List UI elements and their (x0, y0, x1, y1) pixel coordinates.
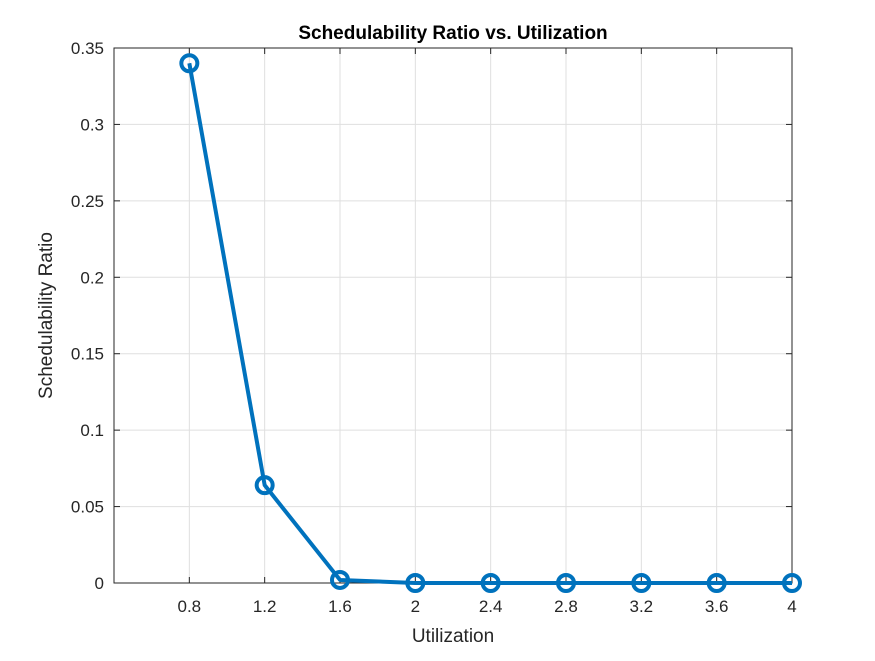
plot-area (113, 47, 793, 584)
data-point (706, 573, 727, 593)
y-tick-label: 0.3 (80, 115, 104, 134)
x-tick-label: 2.4 (479, 597, 503, 616)
x-tick-label: 1.6 (328, 597, 352, 616)
chart-title: Schedulability Ratio vs. Utilization (298, 23, 607, 44)
series-line (187, 62, 792, 585)
data-point (556, 573, 576, 593)
grid (114, 47, 793, 584)
y-tick-label: 0.1 (80, 421, 104, 440)
data-point (405, 573, 426, 593)
y-tick-label: 0.25 (71, 192, 104, 211)
axis-ticks: 0.8 1.2 1.6 2 2.4 2.8 3.2 3.6 4 0 0.05 0.1 0.15 0.2 0.… (71, 39, 797, 616)
data-point (480, 573, 501, 593)
x-tick-label: 0.8 (178, 597, 202, 616)
x-tick-label: 2 (411, 597, 420, 616)
x-tick-label: 3.2 (630, 597, 654, 616)
y-tick-label: 0.05 (71, 498, 104, 517)
data-point (254, 475, 275, 496)
x-tick-label: 1.2 (253, 597, 277, 616)
y-axis-label: Schedulability Ratio (36, 232, 57, 399)
x-tick-label: 3.6 (705, 597, 729, 616)
data-point (631, 573, 652, 593)
y-tick-label: 0 (95, 574, 104, 593)
data-point (330, 569, 350, 590)
x-axis-label: Utilization (412, 626, 494, 647)
data-point (782, 573, 802, 593)
x-tick-label: 2.8 (554, 597, 578, 616)
y-tick-label: 0.35 (71, 39, 104, 58)
y-tick-label: 0.2 (80, 268, 104, 287)
y-tick-label: 0.15 (71, 345, 104, 364)
x-tick-label: 4 (787, 597, 796, 616)
series (179, 53, 802, 593)
data-point (179, 53, 200, 74)
